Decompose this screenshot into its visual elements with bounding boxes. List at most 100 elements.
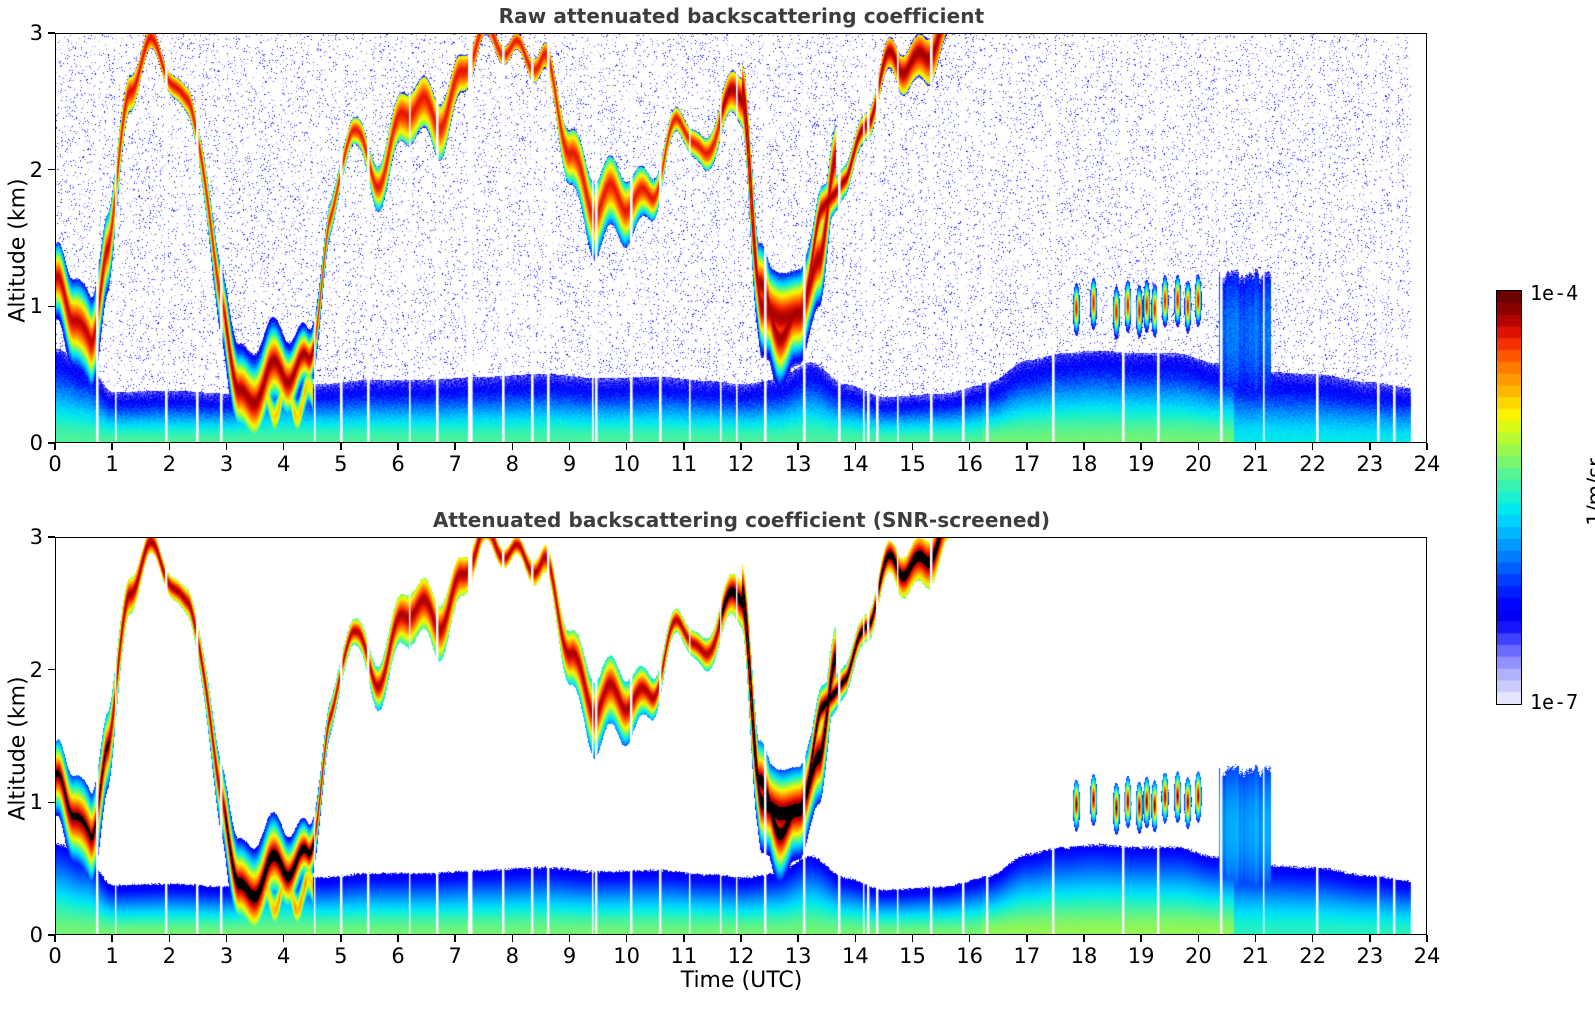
x-tick-label: 0 (48, 452, 62, 476)
y-tick-label: 2 (29, 157, 43, 182)
x-tick-label: 21 (1242, 944, 1269, 968)
x-tick (568, 935, 571, 942)
y-tick (48, 536, 55, 538)
x-tick-label: 4 (276, 452, 291, 476)
x-tick (511, 443, 514, 450)
x-tick-label: 2 (162, 452, 177, 476)
x-tick (1140, 935, 1142, 942)
x-tick (1197, 935, 1200, 942)
x-tick-label: 20 (1184, 452, 1212, 476)
x-tick (968, 935, 971, 942)
x-tick-label: 6 (391, 452, 405, 476)
x-tick (397, 935, 399, 942)
colorbar (1496, 290, 1522, 705)
panel-title-screened: Attenuated backscattering coefficient (S… (432, 508, 1051, 532)
heatmap-screened (56, 538, 1426, 934)
x-tick-label: 6 (391, 944, 405, 968)
x-tick (1254, 935, 1257, 942)
x-tick (1369, 443, 1371, 450)
x-tick (225, 443, 228, 450)
plot-area-screened (55, 537, 1427, 935)
x-tick (1254, 443, 1257, 450)
x-tick-label: 22 (1299, 944, 1327, 968)
y-tick-label: 0 (29, 923, 43, 947)
x-tick-label: 24 (1413, 944, 1441, 968)
x-tick (282, 443, 285, 450)
x-tick-label: 13 (784, 944, 812, 968)
x-tick-label: 11 (670, 452, 698, 476)
x-tick-label: 5 (334, 944, 348, 968)
x-tick (454, 935, 456, 942)
x-tick (111, 443, 113, 450)
x-tick-label: 10 (613, 452, 641, 476)
x-tick (454, 443, 456, 450)
x-tick (1311, 935, 1314, 942)
x-tick (625, 443, 628, 450)
y-tick (48, 168, 55, 171)
panel-title-raw: Raw attenuated backscattering coefficien… (498, 4, 985, 28)
x-tick-label: 16 (956, 944, 984, 968)
x-tick-label: 20 (1184, 944, 1212, 968)
x-tick-label: 23 (1356, 452, 1384, 476)
x-tick-label: 11 (670, 944, 698, 968)
x-tick (282, 935, 285, 942)
x-tick (1426, 443, 1428, 450)
x-tick (397, 443, 399, 450)
plot-area-raw (55, 33, 1427, 443)
y-tick (48, 305, 55, 308)
x-tick-label: 13 (784, 452, 812, 476)
x-tick (1083, 935, 1085, 942)
x-tick (225, 935, 228, 942)
y-tick (48, 934, 55, 936)
x-tick-label: 2 (162, 944, 177, 968)
x-tick-label: 17 (1013, 944, 1041, 968)
y-tick-label: 2 (29, 657, 43, 682)
x-tick (568, 443, 571, 450)
x-tick-label: 1 (105, 452, 119, 476)
x-tick (54, 443, 56, 450)
x-tick-label: 10 (613, 944, 641, 968)
x-tick-label: 9 (562, 944, 577, 968)
x-tick-label: 5 (334, 452, 348, 476)
colorbar-min-label: 1e-7 (1530, 690, 1579, 714)
colorbar-unit-label: 1/m/sr (1583, 458, 1595, 526)
x-tick-label: 18 (1070, 452, 1098, 476)
y-tick-label: 1 (29, 790, 43, 815)
x-tick (854, 443, 857, 450)
x-tick (740, 443, 742, 450)
x-tick (1197, 443, 1200, 450)
y-tick (48, 442, 55, 444)
y-tick-label: 1 (29, 294, 43, 319)
x-tick (683, 935, 685, 942)
x-tick (1026, 935, 1028, 942)
x-tick (911, 935, 914, 942)
colorbar-max-label: 1e-4 (1530, 281, 1579, 305)
x-tick-label: 14 (841, 944, 869, 968)
x-tick (511, 935, 514, 942)
x-tick (340, 935, 342, 942)
x-tick (1426, 935, 1428, 942)
x-tick-label: 23 (1356, 944, 1384, 968)
x-tick (740, 935, 742, 942)
x-tick-label: 12 (727, 944, 755, 968)
x-tick-label: 17 (1013, 452, 1041, 476)
x-tick-label: 3 (219, 452, 234, 476)
x-tick (1311, 443, 1314, 450)
x-tick (340, 443, 342, 450)
heatmap-raw (56, 34, 1426, 442)
x-tick (168, 443, 171, 450)
x-tick-label: 12 (727, 452, 755, 476)
x-tick (797, 443, 799, 450)
x-tick-label: 15 (899, 452, 926, 476)
x-tick (1026, 443, 1028, 450)
x-tick (1083, 443, 1085, 450)
x-tick (683, 443, 685, 450)
x-tick-label: 18 (1070, 944, 1098, 968)
y-tick (48, 801, 55, 804)
y-tick (48, 668, 55, 671)
x-tick (1140, 443, 1142, 450)
x-tick (968, 443, 971, 450)
x-tick-label: 19 (1127, 452, 1155, 476)
x-tick (1369, 935, 1371, 942)
